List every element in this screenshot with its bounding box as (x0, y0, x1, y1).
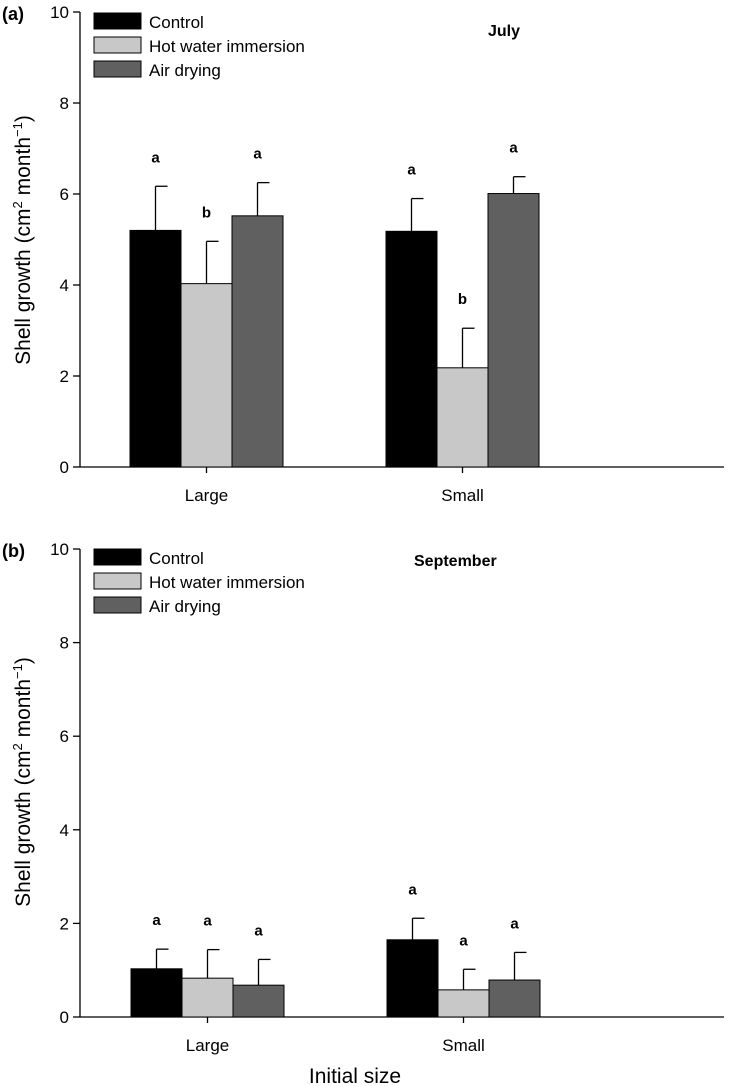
y-tick-label: 0 (60, 1008, 69, 1027)
y-tick-label: 10 (50, 3, 69, 22)
bar (386, 939, 439, 1018)
legend-label: Air drying (149, 61, 221, 80)
legend-label: Hot water immersion (149, 573, 305, 592)
y-tick-label: 6 (60, 185, 69, 204)
y-tick-label: 2 (60, 914, 69, 933)
x-tick-label: Small (441, 486, 484, 505)
legend-swatch (93, 572, 142, 590)
panel-label: (a) (2, 4, 24, 24)
panel-label: (b) (2, 541, 25, 561)
significance-letter: a (408, 881, 417, 898)
bar (385, 230, 438, 468)
legend-swatch (93, 548, 142, 566)
significance-letter: a (151, 149, 160, 166)
chart-panel-b: (b) September Shell growth (cm2 month−1)… (2, 540, 724, 1086)
y-axis-label: Shell growth (cm2 month−1) (10, 657, 35, 907)
legend-swatch (93, 36, 142, 54)
x-tick-label: Large (186, 1036, 229, 1055)
bar (437, 989, 490, 1018)
significance-letter: a (407, 162, 416, 179)
y-tick-label: 6 (60, 727, 69, 746)
bar (181, 977, 234, 1018)
bar (232, 984, 285, 1018)
y-tick-label: 10 (50, 540, 69, 559)
x-tick-label: Large (185, 486, 228, 505)
bar (436, 367, 489, 468)
bars: a b a a b a (129, 140, 540, 468)
chart-panel-a: (a) July Shell growth (cm2 month−1) 0 2 4 6… (2, 3, 724, 505)
month-label: September (414, 553, 497, 570)
legend-swatch (93, 12, 142, 30)
bar (129, 229, 182, 468)
significance-letter: a (510, 915, 519, 932)
legend: Control Hot water immersion Air drying (93, 548, 305, 616)
y-tick-label: 8 (60, 94, 69, 113)
bar (231, 215, 284, 468)
legend-label: Control (149, 549, 204, 568)
legend-label: Control (149, 13, 204, 32)
month-label: July (488, 23, 520, 40)
y-tick-label: 2 (60, 367, 69, 386)
y-tick-label: 0 (60, 458, 69, 477)
significance-letter: a (253, 146, 262, 163)
legend-label: Air drying (149, 597, 221, 616)
significance-letter: a (152, 912, 161, 929)
bar (488, 979, 541, 1018)
significance-letter: a (203, 913, 212, 930)
significance-letter: a (459, 932, 468, 949)
legend-swatch (93, 596, 142, 614)
legend: Control Hot water immersion Air drying (93, 12, 305, 80)
bar (180, 283, 233, 468)
significance-letter: b (202, 204, 211, 221)
bar (487, 193, 540, 468)
significance-letter: a (254, 922, 263, 939)
y-axis-label: Shell growth (cm2 month−1) (10, 115, 35, 365)
legend-label: Hot water immersion (149, 37, 305, 56)
bar (130, 968, 183, 1018)
legend-swatch (93, 60, 142, 78)
y-tick-label: 4 (60, 821, 69, 840)
significance-letter: b (458, 291, 467, 308)
y-tick-label: 4 (60, 276, 69, 295)
x-axis-label: Initial size (309, 1065, 401, 1086)
y-tick-label: 8 (60, 634, 69, 653)
significance-letter: a (509, 140, 518, 157)
x-tick-label: Small (442, 1036, 485, 1055)
bars: a a a a a a (130, 881, 541, 1018)
